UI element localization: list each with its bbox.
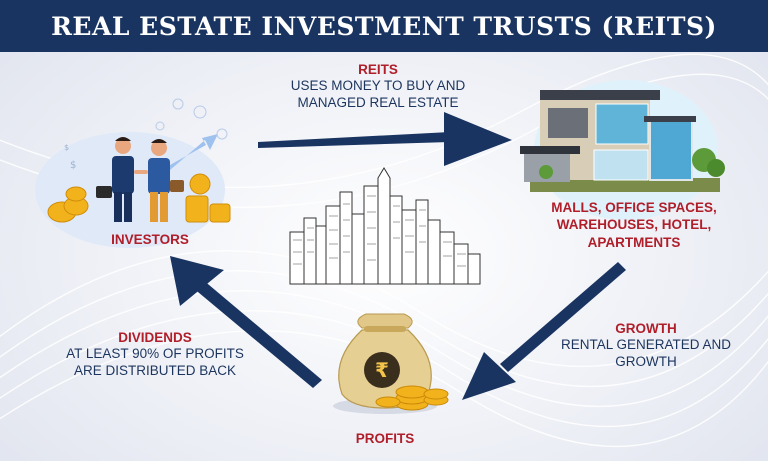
rupee-icon: ₹ (375, 358, 389, 382)
dividends-desc-line-1: AT LEAST 90% OF PROFITS (66, 346, 244, 362)
page-title: REAL ESTATE INVESTMENT TRUSTS (REITS) (51, 11, 717, 41)
growth-desc-line-1: RENTAL GENERATED AND (560, 337, 732, 353)
money-bag-illustration: ₹ (333, 313, 449, 414)
growth-text-block: GROWTH RENTAL GENERATED AND GROWTH (534, 321, 758, 370)
dollar-icon: $ (64, 143, 69, 152)
arrow-profits-to-investors (170, 256, 322, 388)
city-skyline-illustration (289, 167, 481, 285)
building-illustration (520, 80, 725, 220)
properties-line-3: APARTMENTS (587, 234, 681, 250)
properties-text-block: MALLS, OFFICE SPACES, WAREHOUSES, HOTEL,… (520, 199, 748, 251)
arrow-properties-to-profits (462, 262, 626, 400)
growth-desc-line-2: GROWTH (615, 353, 677, 369)
reits-title: REITS (358, 62, 398, 77)
reits-text-block: REITS USES MONEY TO BUY AND MANAGED REAL… (270, 62, 486, 111)
reits-desc-line-2: MANAGED REAL ESTATE (297, 94, 459, 110)
reits-desc-line-1: USES MONEY TO BUY AND (290, 78, 466, 94)
dividends-title: DIVIDENDS (118, 330, 192, 345)
dividends-text-block: DIVIDENDS AT LEAST 90% OF PROFITS ARE DI… (40, 330, 270, 379)
investors-label: INVESTORS (111, 232, 189, 247)
header-bar: REAL ESTATE INVESTMENT TRUSTS (REITS) (0, 0, 768, 52)
properties-line-1: MALLS, OFFICE SPACES, (551, 200, 717, 215)
dollar-icon: $ (70, 160, 76, 171)
investors-illustration: $ $ (35, 98, 231, 248)
arrow-reits-to-properties (258, 112, 512, 166)
growth-title: GROWTH (615, 321, 677, 336)
profits-label: PROFITS (355, 431, 415, 446)
dividends-desc-line-2: ARE DISTRIBUTED BACK (73, 362, 237, 378)
properties-line-2: WAREHOUSES, HOTEL, (556, 217, 712, 233)
